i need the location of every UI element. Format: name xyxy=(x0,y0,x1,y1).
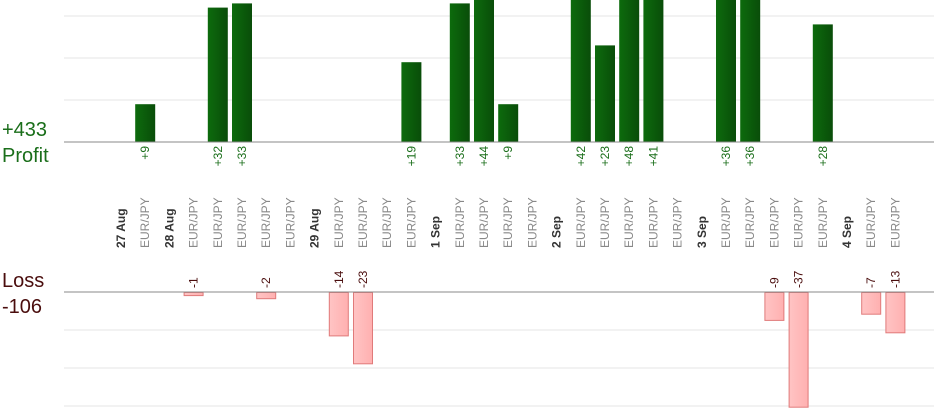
symbol-label: EUR/JPY xyxy=(767,197,781,248)
symbol-label: EUR/JPY xyxy=(211,197,225,248)
profit-total: +433 xyxy=(2,119,48,141)
loss-value-label: -23 xyxy=(356,270,370,288)
loss-value-label: -1 xyxy=(187,277,201,288)
loss-value-label: -37 xyxy=(792,270,806,288)
profit-value-label: +44 xyxy=(477,146,491,167)
loss-total: -106 xyxy=(2,296,43,318)
symbol-label: EUR/JPY xyxy=(404,197,418,248)
profit-bar xyxy=(498,104,519,142)
date-label: 29 Aug xyxy=(308,208,322,248)
loss-value-label: -9 xyxy=(767,277,781,288)
profit-value-label: +48 xyxy=(622,146,636,167)
profit-bar xyxy=(595,45,615,142)
symbol-label: EUR/JPY xyxy=(646,197,660,248)
symbol-label: EUR/JPY xyxy=(864,197,878,248)
date-label: 4 Sep xyxy=(840,216,854,248)
date-label: 1 Sep xyxy=(429,216,443,248)
profit-value-label: +9 xyxy=(501,146,515,160)
profit-bar xyxy=(619,0,640,143)
loss-bars xyxy=(183,292,906,408)
symbol-label: EUR/JPY xyxy=(501,197,515,248)
loss-label: Loss xyxy=(2,270,45,292)
symbol-label: EUR/JPY xyxy=(453,197,467,248)
date-label: 3 Sep xyxy=(695,216,709,248)
symbol-label: EUR/JPY xyxy=(138,197,152,248)
symbol-label: EUR/JPY xyxy=(332,197,346,248)
loss-value-label: -7 xyxy=(864,277,878,288)
loss-bar xyxy=(885,292,906,334)
symbol-label: EUR/JPY xyxy=(888,197,902,248)
profit-bar xyxy=(401,62,422,143)
profit-value-label: +32 xyxy=(211,146,225,167)
profit-label: Profit xyxy=(2,145,49,167)
profit-value-label: +41 xyxy=(646,146,660,167)
date-label: 27 Aug xyxy=(114,208,128,248)
symbol-label: EUR/JPY xyxy=(671,197,685,248)
profit-bar xyxy=(232,3,252,143)
symbol-label: EUR/JPY xyxy=(816,197,830,248)
profit-value-label: +19 xyxy=(404,146,418,167)
symbol-label: EUR/JPY xyxy=(743,197,757,248)
symbol-label: EUR/JPY xyxy=(598,197,612,248)
symbol-label: EUR/JPY xyxy=(380,197,394,248)
symbol-label: EUR/JPY xyxy=(356,197,370,248)
profit-bar xyxy=(716,0,736,142)
loss-value-label: -14 xyxy=(332,270,346,288)
symbol-label: EUR/JPY xyxy=(574,197,588,248)
loss-bar xyxy=(764,292,785,321)
profit-bars xyxy=(135,0,833,143)
profit-value-label: +9 xyxy=(138,146,152,160)
profit-bar xyxy=(449,3,470,143)
profit-bar xyxy=(135,104,156,142)
symbol-label: EUR/JPY xyxy=(187,197,201,248)
profit-bar xyxy=(643,0,664,142)
profit-value-label: +23 xyxy=(598,146,612,167)
loss-bar xyxy=(328,292,349,337)
loss-bar xyxy=(861,292,882,315)
profit-value-label: +28 xyxy=(816,146,830,167)
profit-value-label: +33 xyxy=(235,146,249,167)
profit-bar xyxy=(474,0,494,143)
profit-bar xyxy=(570,0,591,142)
profit-value-label: +36 xyxy=(743,146,757,167)
loss-bar xyxy=(788,292,809,408)
symbol-label: EUR/JPY xyxy=(719,197,733,248)
date-label: 2 Sep xyxy=(550,216,564,248)
axis-lines xyxy=(64,141,934,293)
loss-bar xyxy=(183,292,204,297)
symbol-label: EUR/JPY xyxy=(622,197,636,248)
loss-bar xyxy=(256,292,277,300)
symbol-label: EUR/JPY xyxy=(792,197,806,248)
profit-bar xyxy=(812,24,833,142)
symbol-label: EUR/JPY xyxy=(259,197,273,248)
symbol-label: EUR/JPY xyxy=(477,197,491,248)
loss-value-label: -2 xyxy=(259,277,273,288)
profit-value-label: +33 xyxy=(453,146,467,167)
loss-value-label: -13 xyxy=(888,270,902,288)
category-labels: 27 Aug +9 EUR/JPY 28 Aug -1 EUR/JPY +32 EUR/JPY… xyxy=(114,146,902,288)
symbol-label: EUR/JPY xyxy=(525,197,539,248)
symbol-label: EUR/JPY xyxy=(235,197,249,248)
loss-bar xyxy=(353,292,373,365)
profit-value-label: +42 xyxy=(574,146,588,167)
symbol-label: EUR/JPY xyxy=(283,197,297,248)
profit-value-label: +36 xyxy=(719,146,733,167)
profit-bar xyxy=(740,0,761,142)
profit-bar xyxy=(207,7,228,142)
date-label: 28 Aug xyxy=(162,208,176,248)
